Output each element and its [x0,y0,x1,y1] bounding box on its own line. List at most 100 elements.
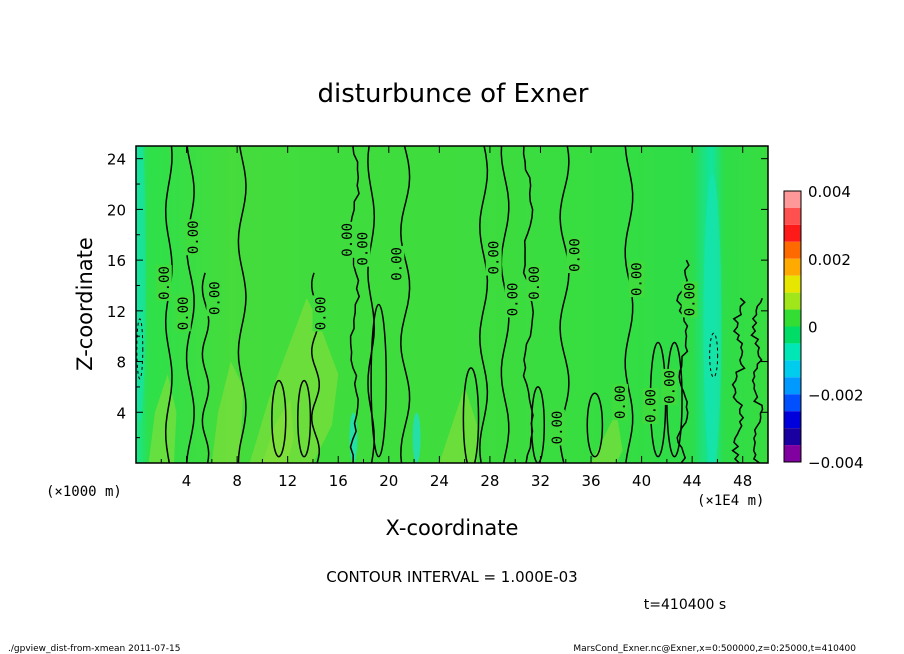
colorbar: 0.004 0.002 0 −0.002 −0.004 [783,183,864,472]
contour-label: 0.00 [527,266,543,300]
contour-label-backing [612,384,629,421]
contour-label: 0.00 [662,370,678,404]
x-axis-label: X-coordinate [386,516,519,540]
contour-label-backing [661,368,678,405]
colorbar-swatch [784,241,801,259]
colorbar-tick-label: −0.002 [808,386,864,404]
contour-loop [370,303,388,458]
contour-loop [462,367,480,463]
negative-shading [703,173,722,463]
contour-line [185,146,195,463]
y-tick-label: 4 [116,404,126,422]
x-tick-label: 12 [278,472,297,490]
x-tick-label: 20 [379,472,398,490]
negative-shading [412,412,421,463]
contour-line [731,297,746,463]
contour-label: 0.00 [157,266,173,300]
contour-loop [271,379,287,458]
contour-interval-label: CONTOUR INTERVAL = 1.000E-03 [326,568,577,586]
contour-label-backing [526,264,543,301]
y-tick-label: 24 [107,151,126,169]
x-tick-label: 32 [531,472,550,490]
negative-contour [709,332,719,378]
colorbar-swatches [784,191,801,462]
x-tick-label: 28 [480,472,499,490]
x-unit-right: (×1E4 m) [697,493,764,509]
contour-label-backing [388,245,405,282]
colorbar-swatch [784,207,801,225]
colorbar-swatch [784,394,801,412]
y-tick-label: 16 [107,252,126,270]
field-shading [136,146,722,463]
contour-line [400,146,411,463]
contour-line [750,297,764,463]
contour-label-backing [174,295,191,332]
contour-label-backing [681,281,698,318]
contour-line [237,146,247,463]
x-tick-label: 4 [182,472,192,490]
x-tick-label: 24 [430,472,449,490]
colorbar-tick-label: 0.002 [808,251,851,269]
colorbar-swatch [784,428,801,446]
contour-label: 0.00 [186,220,202,254]
y-tick-label: 8 [116,354,126,372]
colorbar-swatch [784,224,801,242]
negative-shading [136,146,146,423]
colorbar-swatch [784,191,801,208]
colorbar-tick-label: 0.004 [808,183,851,201]
contour-label: 0.00 [568,238,584,272]
contour-label: 0.00 [506,283,522,317]
time-label: t=410400 s [644,597,726,613]
positive-shading [148,374,177,463]
colorbar-swatch [784,411,801,429]
x-unit-left: (×1000 m) [46,484,122,500]
colorbar-frame [783,190,802,463]
contour-line [164,146,173,463]
contour-line [624,146,634,463]
colorbar-swatch [784,360,801,378]
contour-line [201,272,210,463]
contour-label: 0.00 [550,411,566,445]
contour-loop [586,392,604,458]
contour-label: 0.00 [683,283,699,317]
colorbar-swatch [784,326,801,344]
contour-label-backing [155,264,172,301]
footer-left: ./gpview_dist-from-xmean 2011-07-15 [8,644,180,654]
contour-labels: 0.000.000.00 0.00 0.000.00 0.00 0.00 0.000.00… [155,219,699,446]
contour-label-backing [628,261,645,298]
contour-label-backing [184,219,201,256]
contour-label-backing [339,221,356,258]
contour-label: 0.00 [176,297,192,331]
contour-label-backing [642,387,659,424]
contour-label: 0.00 [613,385,629,419]
contour-label-backing [504,281,521,318]
contour-label: 0.00 [355,232,371,266]
contour-label: 0.00 [643,389,659,423]
negative-contour [136,318,144,380]
colorbar-tick-labels: 0.004 0.002 0 −0.002 −0.004 [808,183,864,472]
x-tick-label: 48 [733,472,752,490]
positive-shading [439,386,478,463]
colorbar-swatch [784,377,801,395]
y-axis-ticks: 4 8 12 16 20 24 [107,151,768,439]
chart-title: disturbunce of Exner [318,79,589,109]
y-tick-label: 12 [107,303,126,321]
contour-label: 0.00 [314,297,330,331]
contour-label-backing [566,237,583,274]
contour-loop [297,379,312,458]
contour-line [349,146,361,463]
contour-label: 0.00 [340,223,356,257]
x-tick-label: 36 [581,472,600,490]
x-axis-ticks: 4 8 12 16 20 24 28 32 36 40 44 48 [160,146,752,490]
contour-label-backing [485,239,502,276]
plot-frame [135,145,769,464]
contour-label-backing [548,409,565,446]
colorbar-swatch [784,309,801,327]
x-tick-label: 16 [329,472,348,490]
contour-label-backing [312,295,329,332]
x-tick-label: 8 [232,472,242,490]
contour-label: 0.00 [389,247,405,281]
contour-label: 0.00 [487,241,503,275]
y-tick-label: 20 [107,201,126,219]
